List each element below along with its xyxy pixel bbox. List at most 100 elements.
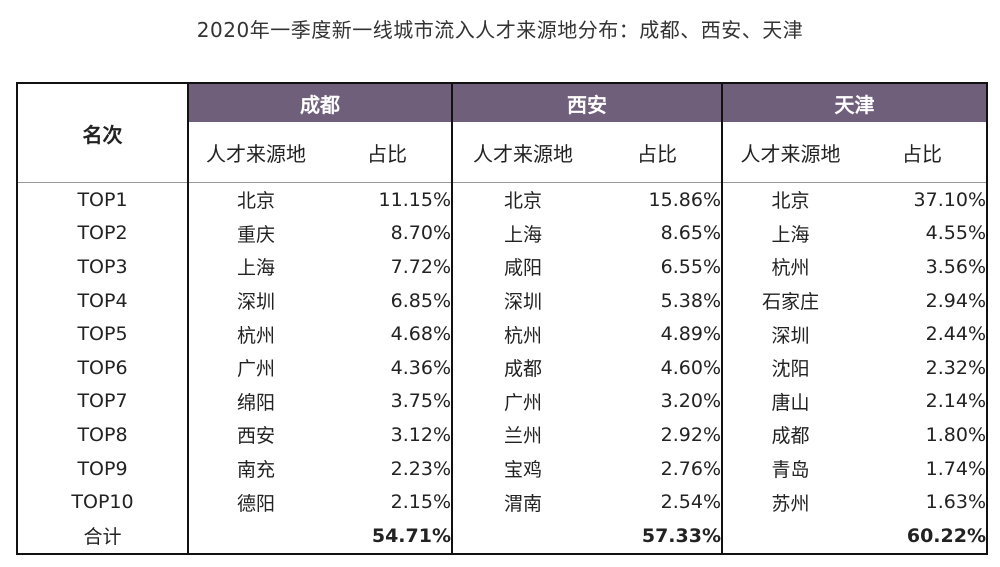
- share-cell: 8.70%: [390, 222, 451, 245]
- source-city-cell: 北京: [721, 182, 858, 217]
- source-city-cell: 深圳: [236, 291, 275, 314]
- table-row: TOP2 重庆 8.70% 上海 8.65% 上海 4.55%: [17, 216, 987, 251]
- share-cell: 3.75%: [390, 390, 451, 413]
- source-city-cell: 石家庄: [721, 283, 858, 318]
- city-header-tianjin: 天津: [721, 83, 987, 122]
- total-row: 合计 54.71% 57.33% 60.22%: [17, 518, 987, 554]
- rank-cell: TOP8: [17, 418, 189, 452]
- page-title: 2020年一季度新一线城市流入人才来源地分布：成都、西安、天津: [196, 18, 804, 42]
- table-row: TOP1 北京 11.15% 北京 15.86% 北京 37.10%: [17, 182, 987, 217]
- rank-cell: TOP7: [17, 384, 189, 419]
- share-cell: 6.85%: [390, 289, 451, 312]
- share-cell: 1.63%: [925, 491, 986, 514]
- share-cell: 15.86%: [648, 188, 721, 211]
- source-city-cell: 杭州: [451, 317, 593, 351]
- share-cell: 3.12%: [390, 423, 451, 446]
- share-cell: 2.54%: [660, 491, 721, 514]
- share-cell: 4.55%: [925, 222, 986, 245]
- rank-header: 名次: [17, 83, 189, 183]
- share-cell: 1.74%: [925, 457, 986, 480]
- share-cell: 8.65%: [660, 222, 721, 245]
- source-city-cell: 宝鸡: [451, 451, 593, 486]
- rank-cell: TOP3: [17, 250, 189, 284]
- share-cell: 3.20%: [660, 390, 721, 413]
- source-city-cell: 成都: [451, 350, 593, 385]
- source-city-cell: 德阳: [236, 492, 275, 515]
- source-city-cell: 咸阳: [451, 250, 593, 284]
- source-city-cell: 西安: [236, 425, 275, 448]
- source-city-cell: 唐山: [721, 384, 858, 419]
- table-row: TOP10 德阳 2.15% 渭南 2.54% 苏州 1.63%: [17, 485, 987, 519]
- share-cell: 2.15%: [390, 491, 451, 514]
- rank-cell: TOP2: [17, 216, 189, 251]
- share-cell: 2.23%: [390, 457, 451, 480]
- share-cell: 2.14%: [925, 390, 986, 413]
- source-city-cell: 深圳: [721, 317, 858, 351]
- city-header-xian: 西安: [451, 83, 722, 122]
- rank-cell: TOP1: [17, 182, 189, 217]
- rank-cell: TOP9: [17, 451, 189, 486]
- source-city-cell: 北京: [451, 182, 593, 217]
- table-row: TOP7 绵阳 3.75% 广州 3.20% 唐山 2.14%: [17, 384, 987, 419]
- source-city-cell: 南充: [236, 459, 275, 482]
- source-city-cell: 沈阳: [721, 350, 858, 385]
- share-cell: 2.92%: [660, 423, 721, 446]
- share-cell: 4.36%: [390, 356, 451, 379]
- source-city-cell: 上海: [236, 257, 275, 280]
- share-cell: 3.56%: [925, 255, 986, 278]
- share-cell: 2.76%: [660, 457, 721, 480]
- source-city-cell: 广州: [236, 358, 275, 381]
- rank-cell: TOP4: [17, 283, 189, 318]
- source-city-cell: 青岛: [721, 451, 858, 486]
- share-cell: 7.72%: [390, 255, 451, 278]
- table-row: TOP9 南充 2.23% 宝鸡 2.76% 青岛 1.74%: [17, 451, 987, 486]
- source-city-cell: 杭州: [236, 324, 275, 347]
- share-cell: 11.15%: [378, 188, 451, 211]
- city-header-chengdu: 成都: [188, 83, 452, 122]
- source-city-cell: 成都: [721, 418, 858, 452]
- source-city-cell: 兰州: [451, 418, 593, 452]
- subheader-source: 人才来源地: [451, 122, 593, 183]
- source-city-cell: 苏州: [721, 485, 858, 519]
- total-share-chengdu: 54.71%: [371, 524, 451, 547]
- table-row: TOP5 杭州 4.68% 杭州 4.89% 深圳 2.44%: [17, 317, 987, 351]
- rank-cell: TOP10: [17, 485, 189, 519]
- subheader-share: 占比: [858, 122, 987, 183]
- source-city-cell: 上海: [451, 216, 593, 251]
- table-row: TOP4 深圳 6.85% 深圳 5.38% 石家庄 2.94%: [17, 283, 987, 318]
- table-row: TOP3 上海 7.72% 咸阳 6.55% 杭州 3.56%: [17, 250, 987, 284]
- table-row: TOP6 广州 4.36% 成都 4.60% 沈阳 2.32%: [17, 350, 987, 385]
- share-cell: 4.89%: [660, 323, 721, 346]
- total-share-tianjin: 60.22%: [906, 524, 986, 547]
- subheader-source: 人才来源地: [188, 122, 323, 183]
- share-cell: 4.60%: [660, 356, 721, 379]
- share-cell: 4.68%: [390, 323, 451, 346]
- source-city-cell: 重庆: [236, 223, 275, 246]
- share-cell: 2.44%: [925, 323, 986, 346]
- share-cell: 37.10%: [913, 188, 986, 211]
- share-cell: 2.32%: [925, 356, 986, 379]
- subheader-share: 占比: [593, 122, 722, 183]
- source-city-cell: 杭州: [721, 250, 858, 284]
- share-cell: 1.80%: [925, 423, 986, 446]
- source-city-cell: 绵阳: [236, 391, 275, 414]
- source-city-cell: 广州: [451, 384, 593, 419]
- empty-cell: [721, 518, 858, 554]
- empty-cell: [451, 518, 593, 554]
- table-row: TOP8 西安 3.12% 兰州 2.92% 成都 1.80%: [17, 418, 987, 452]
- source-city-cell: 深圳: [451, 283, 593, 318]
- rank-cell: TOP5: [17, 317, 189, 351]
- share-cell: 5.38%: [660, 289, 721, 312]
- talent-source-table: 名次 成都 西安 天津 人才来源地 占比 人才来源地 占比 人才来源地 占比 T…: [16, 82, 988, 555]
- total-share-xian: 57.33%: [641, 524, 721, 547]
- source-city-cell: 北京: [236, 190, 275, 213]
- share-cell: 2.94%: [925, 289, 986, 312]
- source-city-cell: 上海: [721, 216, 858, 251]
- share-cell: 6.55%: [660, 255, 721, 278]
- rank-cell: TOP6: [17, 350, 189, 385]
- empty-cell: [188, 519, 323, 554]
- source-city-cell: 渭南: [451, 485, 593, 519]
- subheader-share: 占比: [323, 122, 452, 183]
- subheader-source: 人才来源地: [721, 122, 858, 183]
- total-label: 合计: [17, 518, 189, 554]
